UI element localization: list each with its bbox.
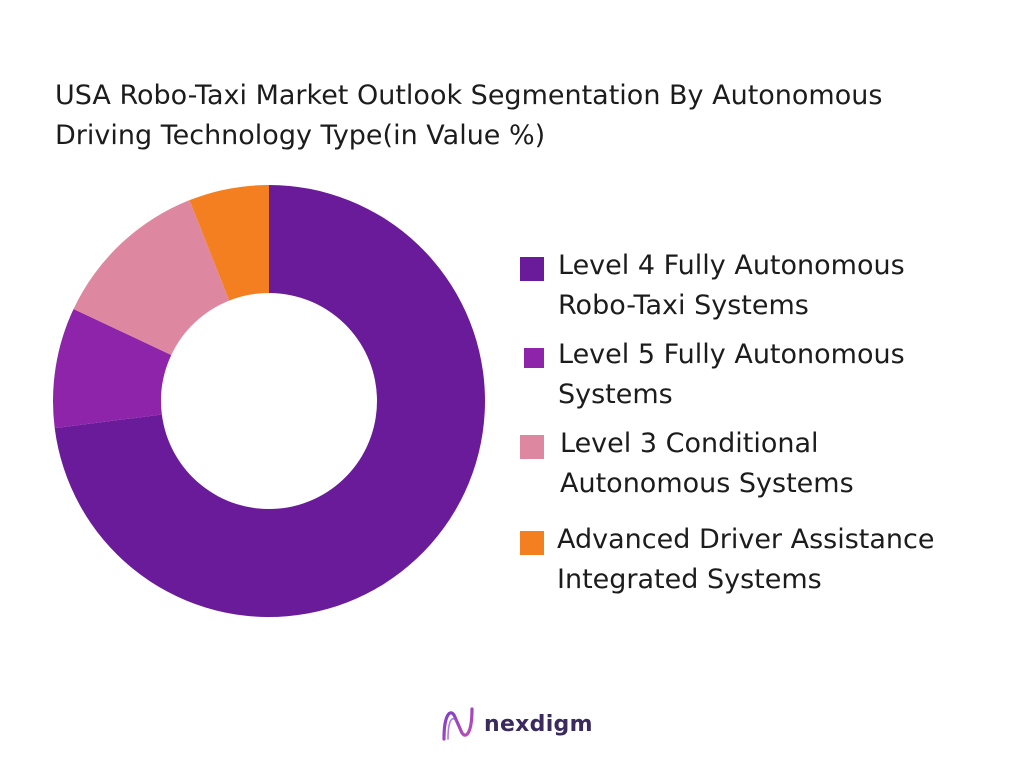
chart-title: USA Robo-Taxi Market Outlook Segmentatio… — [55, 76, 1005, 156]
legend-swatch-adas — [520, 531, 544, 555]
donut-slice-level-4 — [54, 185, 486, 618]
legend-item-level-3: Level 3 Conditional Autonomous Systems — [520, 424, 854, 504]
legend-item-level-5: Level 5 Fully Autonomous Systems — [524, 335, 905, 415]
chart-title-line-1: USA Robo-Taxi Market Outlook Segmentatio… — [55, 80, 883, 111]
legend-swatch-level-3 — [520, 435, 544, 459]
chart-title-line-2: Driving Technology Type(in Value %) — [55, 120, 546, 151]
nexdigm-logo-icon — [442, 707, 474, 741]
legend-swatch-level-5 — [524, 348, 544, 368]
legend-label-level-4-line-1: Level 4 Fully Autonomous — [558, 250, 905, 281]
legend-label-level-5-line-1: Level 5 Fully Autonomous — [558, 339, 905, 370]
brand-name: nexdigm — [484, 711, 593, 737]
donut-slice-adas — [189, 185, 269, 301]
legend-label-adas-line-1: Advanced Driver Assistance — [557, 524, 935, 555]
legend-item-adas: Advanced Driver Assistance Integrated Sy… — [520, 520, 935, 600]
legend-label-level-4: Level 4 Fully Autonomous Robo-Taxi Syste… — [558, 246, 905, 326]
legend-label-level-5: Level 5 Fully Autonomous Systems — [558, 335, 905, 415]
legend-label-level-5-line-2: Systems — [558, 379, 673, 410]
legend-label-level-4-line-2: Robo-Taxi Systems — [558, 290, 809, 321]
legend-label-adas-line-2: Integrated Systems — [557, 564, 822, 595]
legend-item-level-4: Level 4 Fully Autonomous Robo-Taxi Syste… — [520, 246, 905, 326]
donut-slice-level-3 — [73, 200, 230, 356]
legend-label-level-3-line-1: Level 3 Conditional — [560, 428, 819, 459]
donut-chart — [53, 185, 486, 618]
legend-swatch-level-4 — [520, 257, 544, 281]
legend-label-adas: Advanced Driver Assistance Integrated Sy… — [557, 520, 935, 600]
legend-label-level-3: Level 3 Conditional Autonomous Systems — [560, 424, 854, 504]
legend-label-level-3-line-2: Autonomous Systems — [560, 468, 854, 499]
donut-slice-level-5 — [53, 309, 172, 429]
brand-logo: nexdigm — [440, 705, 593, 743]
